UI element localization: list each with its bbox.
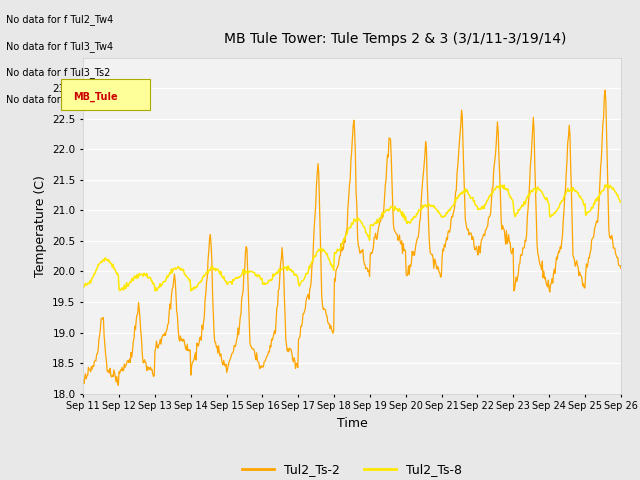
Tul2_Ts-8 (145, 275, 152, 281)
Text: MB_Tule: MB_Tule (74, 92, 118, 102)
Tul2_Ts-8 (151, 288, 159, 294)
Tul2_Ts-8 (79, 284, 87, 289)
Tul2_Ts-8 (200, 273, 207, 278)
Tul2_Ts-8 (89, 275, 97, 280)
Tul2_Ts-8 (434, 209, 442, 215)
Tul2_Ts-2 (89, 363, 97, 369)
Tul2_Ts-2 (200, 319, 207, 325)
X-axis label: Time: Time (337, 417, 367, 430)
Tul2_Ts-2 (145, 364, 153, 370)
Text: No data for f Tul3_Ts2: No data for f Tul3_Ts2 (6, 67, 111, 78)
Legend: Tul2_Ts-2, Tul2_Ts-8: Tul2_Ts-2, Tul2_Ts-8 (237, 458, 467, 480)
Text: No data for f Tul3_Ts8: No data for f Tul3_Ts8 (6, 94, 111, 105)
Text: No data for f Tul3_Tw4: No data for f Tul3_Tw4 (6, 41, 113, 52)
Line: Tul2_Ts-2: Tul2_Ts-2 (83, 90, 621, 385)
Line: Tul2_Ts-8: Tul2_Ts-8 (83, 185, 621, 291)
Tul2_Ts-2 (79, 377, 87, 383)
Tul2_Ts-2 (418, 187, 426, 193)
Tul2_Ts-8 (418, 206, 426, 212)
Tul2_Ts-2 (617, 265, 625, 271)
Tul2_Ts-8 (617, 199, 625, 205)
Title: MB Tule Tower: Tule Temps 2 & 3 (3/1/11-3/19/14): MB Tule Tower: Tule Temps 2 & 3 (3/1/11-… (224, 32, 566, 46)
Y-axis label: Temperature (C): Temperature (C) (34, 175, 47, 276)
Tul2_Ts-2 (115, 383, 122, 388)
Tul2_Ts-2 (434, 264, 442, 269)
Tul2_Ts-2 (601, 87, 609, 93)
Tul2_Ts-2 (228, 350, 236, 356)
Text: No data for f Tul2_Tw4: No data for f Tul2_Tw4 (6, 14, 114, 25)
Tul2_Ts-8 (604, 182, 612, 188)
Tul2_Ts-8 (228, 281, 236, 287)
